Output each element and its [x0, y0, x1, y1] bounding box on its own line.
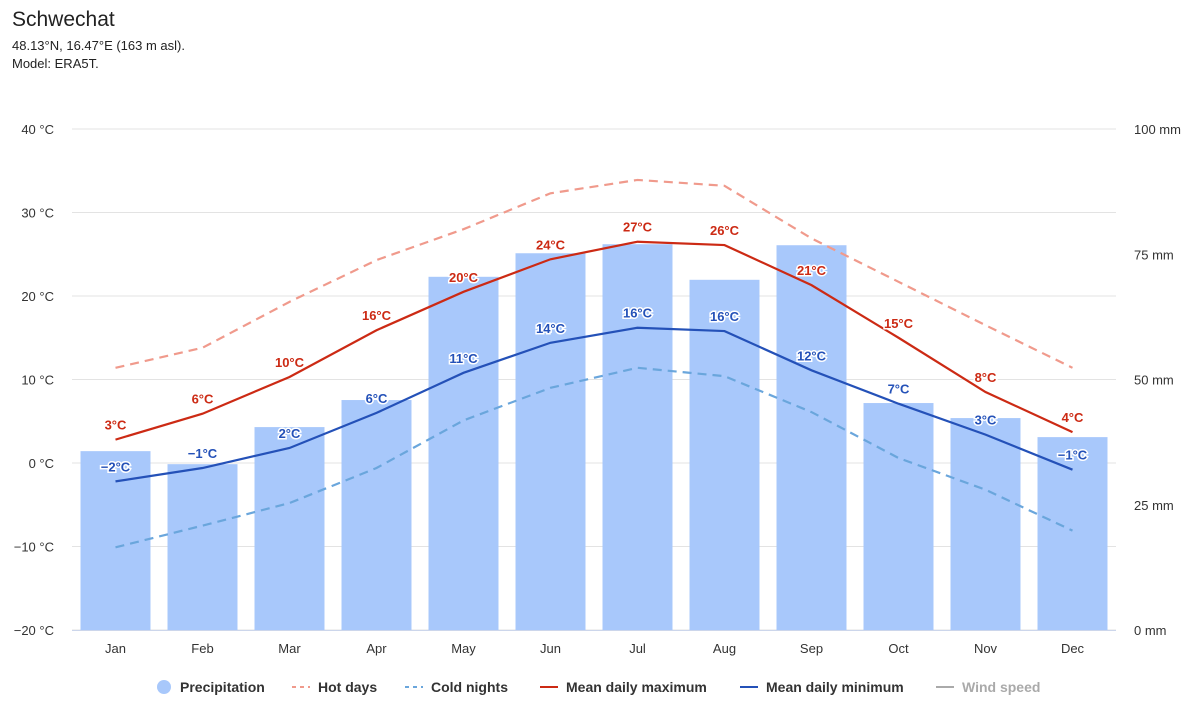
x-tick-label: Dec: [1061, 641, 1085, 656]
precipitation-bar: [341, 400, 412, 630]
data-label: 15°C: [884, 316, 914, 331]
data-label: 7°C: [888, 382, 910, 397]
legend-precipitation-marker: [157, 680, 171, 694]
legend-item-label[interactable]: Wind speed: [962, 679, 1040, 695]
data-label: 16°C: [710, 309, 740, 324]
x-tick-label: Jan: [105, 641, 126, 656]
mean-daily-maximum-line: [115, 240, 1073, 441]
data-label: 12°C: [797, 348, 827, 363]
precipitation-bar: [689, 279, 760, 630]
precipitation-bar: [1037, 437, 1108, 630]
x-tick-label: Mar: [278, 641, 301, 656]
y-left-tick-label: 10 °C: [21, 373, 54, 388]
legend-item-label[interactable]: Mean daily minimum: [766, 679, 904, 695]
precipitation-bar: [428, 276, 499, 630]
legend-item-label[interactable]: Mean daily maximum: [566, 679, 707, 695]
x-tick-label: Feb: [191, 641, 213, 656]
page-title: Schwechat: [12, 8, 115, 31]
legend-item-label[interactable]: Cold nights: [431, 679, 508, 695]
precipitation-bar: [254, 427, 325, 630]
precipitation-bar: [776, 245, 847, 630]
model-label: Model: ERA5T.: [12, 56, 99, 71]
data-label: 16°C: [362, 308, 392, 323]
data-label: 3°C: [105, 418, 127, 433]
x-tick-label: Oct: [888, 641, 909, 656]
x-tick-label: Aug: [713, 641, 736, 656]
location-coords: 48.13°N, 16.47°E (163 m asl).: [12, 38, 185, 53]
mean-daily-minimum-line: [115, 326, 1073, 483]
data-label: 3°C: [975, 413, 997, 428]
x-tick-label: Sep: [800, 641, 823, 656]
x-tick-label: Apr: [366, 641, 387, 656]
legend-item-label[interactable]: Hot days: [318, 679, 377, 695]
x-tick-label: Jul: [629, 641, 646, 656]
data-label: 14°C: [536, 321, 566, 336]
data-label: 20°C: [449, 270, 479, 285]
legend-item-label[interactable]: Precipitation: [180, 679, 265, 695]
data-label: 26°C: [710, 223, 740, 238]
precipitation-bar: [515, 253, 586, 631]
y-left-tick-label: −20 °C: [14, 623, 54, 638]
data-label: 2°C: [279, 426, 301, 441]
data-label: 11°C: [449, 351, 478, 366]
cold-nights-line: [115, 366, 1073, 549]
y-right-tick-label: 75 mm: [1134, 247, 1174, 262]
data-label: 4°C: [1062, 410, 1084, 425]
data-label: −2°C: [101, 459, 131, 474]
precipitation-bar: [950, 418, 1021, 630]
y-right-tick-label: 100 mm: [1134, 122, 1181, 137]
data-label: 24°C: [536, 237, 566, 252]
precipitation-bar: [863, 403, 934, 630]
hot-days-line: [115, 178, 1073, 369]
x-tick-label: Jun: [540, 641, 561, 656]
y-left-tick-label: 0 °C: [29, 456, 54, 471]
x-tick-label: Nov: [974, 641, 998, 656]
precipitation-bar: [602, 244, 673, 631]
data-label: 10°C: [275, 355, 305, 370]
data-label: 8°C: [975, 370, 997, 385]
data-label: 27°C: [623, 220, 653, 235]
y-right-tick-label: 0 mm: [1134, 623, 1167, 638]
y-left-tick-label: 20 °C: [21, 289, 54, 304]
y-left-tick-label: −10 °C: [14, 540, 54, 555]
data-label: −1°C: [188, 446, 218, 461]
y-left-tick-label: 40 °C: [21, 122, 54, 137]
y-left-tick-label: 30 °C: [21, 206, 54, 221]
x-tick-label: May: [451, 641, 476, 656]
y-right-tick-label: 50 mm: [1134, 373, 1174, 388]
data-label: 16°C: [623, 306, 653, 321]
y-right-tick-label: 25 mm: [1134, 498, 1174, 513]
data-label: 21°C: [797, 263, 827, 278]
data-label: 6°C: [366, 391, 388, 406]
precipitation-bar: [167, 464, 238, 630]
data-label: −1°C: [1058, 448, 1088, 463]
data-label: 6°C: [192, 392, 214, 407]
